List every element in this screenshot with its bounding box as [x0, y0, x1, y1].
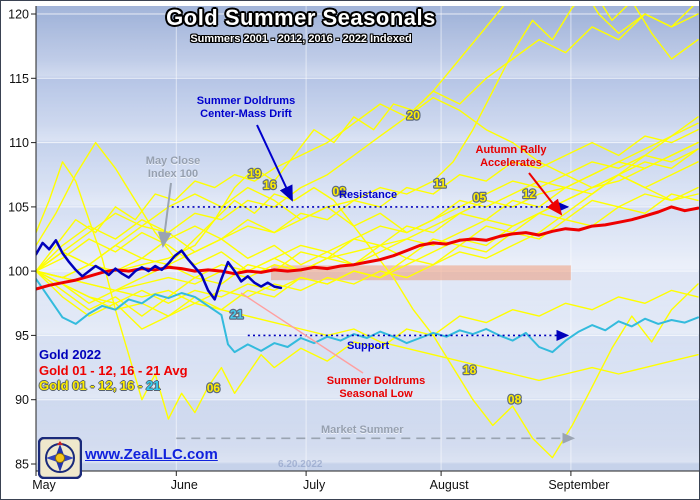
page-subtitle: Summers 2001 - 2012, 2016 - 2022 Indexed	[190, 33, 412, 45]
series-line-2021	[36, 277, 699, 354]
y-tick-label: 120	[8, 8, 29, 22]
legend: Gold 2022 Gold 01 - 12, 16 - 21 Avg Gold…	[39, 347, 188, 394]
autumn-rally-line2: Accelerates	[480, 156, 542, 169]
doldrums-low-line2: Seasonal Low	[339, 387, 413, 400]
doldrums-low-line1: Summer Doldrums	[326, 375, 426, 387]
annotation-arrow	[240, 292, 364, 374]
may-close-line2: Index 100	[147, 167, 199, 180]
year-label-08: 08	[508, 393, 522, 407]
year-label-16: 16	[263, 178, 277, 192]
y-tick-label: 90	[15, 393, 29, 407]
may-close-note: May Close Index 100	[129, 155, 217, 180]
doldrums-low-note: Summer Doldrums Seasonal Low	[313, 375, 439, 400]
year-label-08: 08	[333, 184, 347, 198]
zeal-logo-graphic	[37, 436, 83, 480]
legend-individual-prefix: Gold 01 - 12, 16 -	[39, 378, 146, 393]
y-tick-label: 110	[9, 136, 29, 150]
year-label-12: 12	[523, 187, 537, 201]
x-tick-label: June	[171, 478, 198, 492]
website-link[interactable]: www.ZealLLC.com	[85, 446, 218, 463]
year-label-11: 11	[433, 177, 446, 191]
year-label-20: 20	[407, 108, 421, 122]
y-tick-label: 85	[15, 458, 29, 472]
date-stamp: 6.20.2022	[278, 459, 323, 470]
x-tick-label: July	[303, 478, 326, 492]
annotation-arrow	[157, 182, 172, 248]
support-label: Support	[347, 340, 390, 352]
doldrums-drift-line1: Summer Doldrums	[196, 95, 296, 107]
series-line-2001	[36, 128, 699, 272]
year-label-18: 18	[463, 363, 477, 377]
series-line-2019	[36, 6, 694, 279]
x-tick-label: May	[32, 478, 56, 492]
year-label-21: 21	[230, 308, 244, 322]
x-tick-label: August	[430, 478, 469, 492]
y-tick-label: 115	[9, 72, 29, 86]
may-close-line1: May Close	[145, 155, 201, 167]
y-tick-label: 100	[8, 265, 29, 279]
autumn-rally-line1: Autumn Rally	[475, 144, 547, 156]
doldrums-drift-line2: Center-Mass Drift	[200, 107, 292, 120]
year-label-06: 06	[207, 381, 221, 395]
series-line-2002	[36, 186, 699, 272]
series-line-2008	[36, 141, 699, 459]
annotation-arrow	[528, 172, 563, 216]
resistance-label: Resistance	[339, 189, 398, 201]
market-summer-label: Market Summer	[321, 424, 404, 436]
x-tick-label: September	[548, 478, 609, 492]
autumn-rally-note: Autumn Rally Accelerates	[453, 144, 569, 169]
y-tick-label: 105	[8, 200, 29, 214]
series-line-2017	[36, 148, 699, 279]
legend-item-gold-individual: Gold 01 - 12, 16 - 21	[39, 378, 188, 394]
y-tick-label: 95	[15, 329, 29, 343]
series-line-2018	[36, 270, 699, 382]
doldrums-drift-note: Summer Doldrums Center-Mass Drift	[181, 95, 311, 120]
series-line-2022	[36, 239, 283, 301]
series-line-2012	[36, 141, 699, 304]
year-label-19: 19	[248, 166, 262, 180]
series-line-2007	[36, 116, 699, 317]
annotation-arrow	[256, 124, 293, 202]
title-block: Gold Summer Seasonals Summers 2001 - 201…	[106, 5, 496, 45]
seasonal-band	[271, 265, 571, 281]
legend-item-gold-2022: Gold 2022	[39, 347, 102, 362]
series-line-2016	[36, 96, 699, 272]
series-line-2010	[36, 141, 699, 272]
year-label-05: 05	[473, 191, 487, 205]
zeal-logo	[37, 436, 83, 480]
page-title: Gold Summer Seasonals	[166, 5, 436, 30]
series-group	[36, 6, 699, 459]
series-line-2020	[36, 6, 699, 272]
legend-individual-highlight-21: 21	[145, 378, 161, 393]
legend-item-gold-avg: Gold 01 - 12, 16 - 21 Avg	[39, 362, 188, 378]
